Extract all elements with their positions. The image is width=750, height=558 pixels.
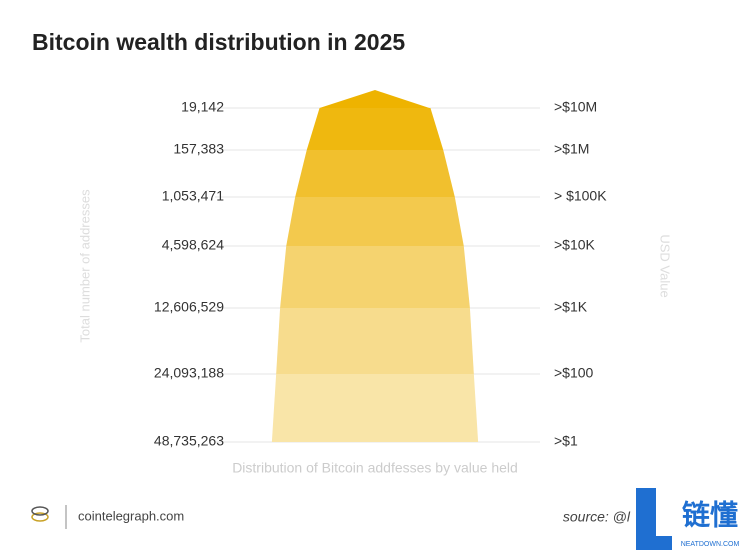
pyramid-band xyxy=(306,108,444,150)
footer-source: source: @l xyxy=(563,509,631,525)
watermark-subtext: NEATDOWN.COM xyxy=(681,541,740,548)
y2-tick-label: >$10K xyxy=(554,237,596,253)
y-tick-label: 4,598,624 xyxy=(162,237,224,253)
y2-tick-label: > $100K xyxy=(554,188,607,204)
y2-axis-label: USD Value xyxy=(658,234,673,297)
y-axis-label: Total number of addresses xyxy=(77,189,92,343)
watermark-logo xyxy=(636,488,672,550)
y-tick-label: 24,093,188 xyxy=(154,365,224,381)
pyramid-band xyxy=(295,150,455,197)
pyramid-band xyxy=(276,308,474,374)
footer-logo xyxy=(31,505,67,529)
pyramid-band xyxy=(271,374,479,442)
watermark-text: 链懂 xyxy=(682,499,738,530)
y2-tick-label: >$1 xyxy=(554,433,578,449)
x-axis-label: Distribution of Bitcoin addfesses by val… xyxy=(232,460,518,476)
chart-title: Bitcoin wealth distribution in 2025 xyxy=(32,29,405,55)
y-tick-label: 12,606,529 xyxy=(154,299,224,315)
y2-tick-label: >$100 xyxy=(554,365,594,381)
y-tick-label: 1,053,471 xyxy=(162,188,224,204)
y-tick-label: 48,735,263 xyxy=(154,433,224,449)
y2-tick-label: >$10M xyxy=(554,99,597,115)
y2-tick-label: >$1M xyxy=(554,141,589,157)
pyramid-band xyxy=(286,197,464,246)
y-tick-label: 157,383 xyxy=(173,141,224,157)
y-tick-label: 19,142 xyxy=(181,99,224,115)
pyramid-band xyxy=(280,246,470,308)
pyramid-band xyxy=(319,90,431,108)
y2-tick-label: >$1K xyxy=(554,299,588,315)
footer-site: cointelegraph.com xyxy=(78,508,184,523)
